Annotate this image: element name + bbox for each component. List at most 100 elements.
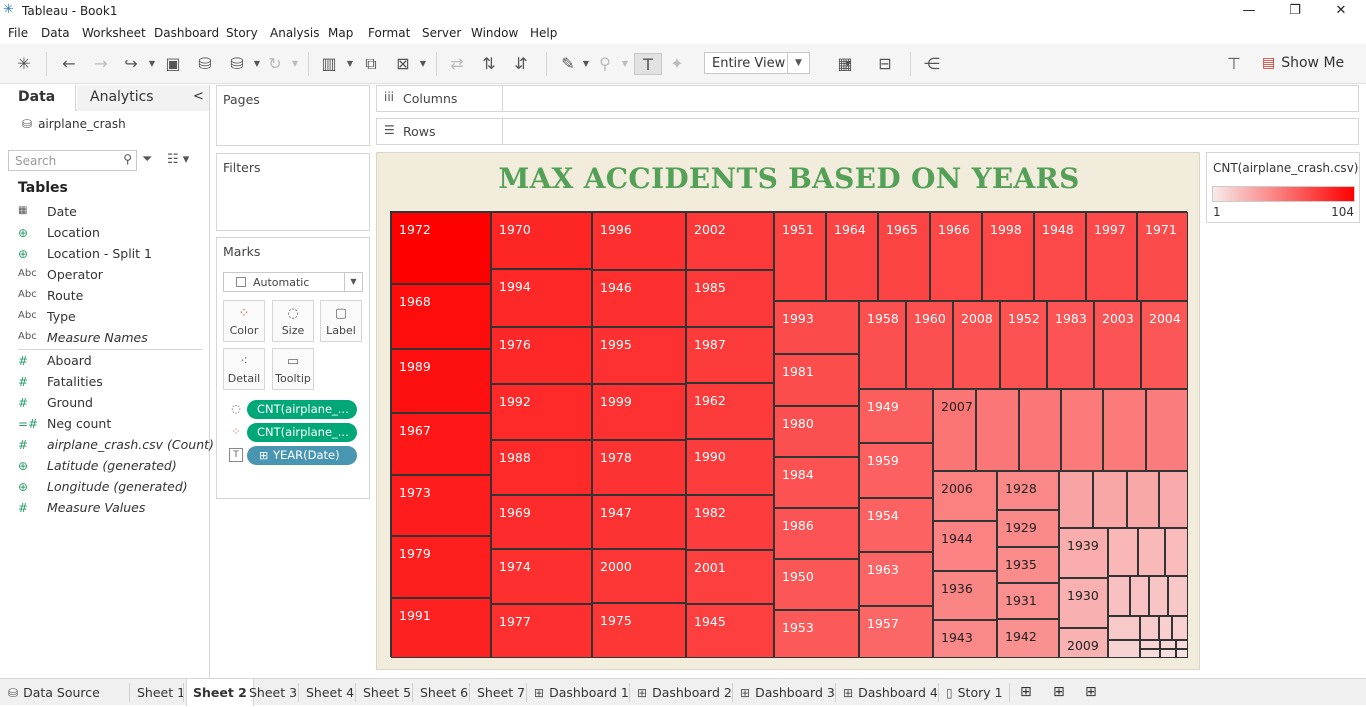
treemap-cell-1929[interactable]: 1929	[997, 510, 1059, 547]
treemap-cell-2009[interactable]: 2009	[1059, 628, 1108, 658]
treemap-cell-1984[interactable]: 1984	[774, 457, 859, 508]
tooltip-button[interactable]: ▭ Tooltip	[272, 348, 314, 390]
new-worksheet-tab-icon[interactable]: ⊞	[1020, 684, 1032, 700]
treemap-cell[interactable]	[1093, 471, 1127, 528]
treemap-cell[interactable]	[1146, 389, 1188, 471]
treemap-cell[interactable]	[1176, 649, 1188, 658]
treemap-cell-1975[interactable]: 1975	[592, 603, 686, 658]
treemap-cell-1994[interactable]: 1994	[491, 269, 592, 327]
save-icon[interactable]: ▣	[165, 54, 181, 73]
mark-type-select[interactable]: Automatic ▼	[223, 272, 363, 292]
treemap-cell-1944[interactable]: 1944	[933, 521, 997, 571]
size-pill[interactable]: CNT(airplane_...	[247, 400, 357, 419]
menu-dashboard[interactable]: Dashboard	[154, 26, 220, 40]
treemap-cell[interactable]	[1140, 649, 1160, 658]
chevron-down-icon[interactable]: ▼	[844, 59, 852, 68]
redo-icon[interactable]: →	[94, 54, 108, 73]
treemap-cell[interactable]	[1108, 640, 1140, 658]
menu-data[interactable]: Data	[41, 26, 70, 40]
treemap-cell-1977[interactable]: 1977	[491, 604, 592, 658]
field-neg-count[interactable]: =# Neg count	[18, 416, 208, 436]
tab-sheet-4[interactable]: Sheet 4	[306, 685, 355, 700]
treemap-cell[interactable]	[1160, 640, 1176, 649]
treemap-cell-1946[interactable]: 1946	[592, 270, 686, 327]
field-fatalities[interactable]: # Fatalities	[18, 374, 208, 394]
treemap-cell-1992[interactable]: 1992	[491, 384, 592, 440]
treemap-cell[interactable]	[976, 389, 1019, 471]
treemap-cell[interactable]	[1165, 528, 1188, 576]
treemap-cell-2002[interactable]: 2002	[686, 212, 774, 270]
treemap-cell-1997[interactable]: 1997	[1086, 212, 1137, 301]
treemap-cell-2000[interactable]: 2000	[592, 549, 686, 603]
pause-updates-icon[interactable]: ⛁	[230, 54, 244, 73]
field-operator[interactable]: Abc Operator	[18, 267, 208, 287]
treemap-cell-2001[interactable]: 2001	[686, 550, 774, 604]
filters-card[interactable]: Filters	[216, 153, 370, 231]
chevron-down-icon[interactable]: ▼	[621, 59, 629, 68]
treemap-cell-1981[interactable]: 1981	[774, 354, 859, 406]
treemap-cell-1989[interactable]: 1989	[391, 349, 491, 413]
treemap-cell-1962[interactable]: 1962	[686, 383, 774, 439]
treemap-cell[interactable]	[1138, 528, 1165, 576]
treemap-cell[interactable]	[1160, 649, 1176, 658]
search-input[interactable]: Search ⚲	[8, 150, 137, 171]
fix-axes-icon[interactable]: ✦	[670, 54, 684, 73]
treemap-cell-1996[interactable]: 1996	[592, 212, 686, 270]
filter-icon[interactable]: ⏷	[142, 152, 153, 167]
color-legend[interactable]: CNT(airplane_crash.csv) 1 104	[1206, 152, 1360, 223]
treemap-cell[interactable]	[1103, 389, 1146, 471]
new-dashboard-tab-icon[interactable]: ⊞	[1053, 684, 1065, 700]
treemap-cell-2008[interactable]: 2008	[953, 301, 1000, 389]
sort-descending-icon[interactable]: ⇵	[514, 54, 528, 73]
treemap-cell-1986[interactable]: 1986	[774, 508, 859, 559]
treemap-cell[interactable]	[1108, 576, 1130, 616]
tab-dashboard-4[interactable]: ⊞ Dashboard 4	[843, 679, 938, 706]
treemap-cell-1964[interactable]: 1964	[826, 212, 878, 301]
new-datasource-icon[interactable]: ⛁	[198, 54, 212, 73]
treemap-cell-1966[interactable]: 1966	[930, 212, 982, 301]
treemap-cell-1947[interactable]: 1947	[592, 495, 686, 549]
treemap-cell-1967[interactable]: 1967	[391, 413, 491, 475]
chevron-down-icon[interactable]: ▼	[787, 53, 809, 73]
treemap-cell-1931[interactable]: 1931	[997, 583, 1059, 619]
field-location[interactable]: ⊕ Location	[18, 225, 208, 245]
treemap-cell-1950[interactable]: 1950	[774, 559, 859, 610]
treemap-cell-1965[interactable]: 1965	[878, 212, 930, 301]
tab-data[interactable]: Data	[18, 89, 56, 105]
field-ground[interactable]: # Ground	[18, 395, 208, 415]
tab-sheet-3[interactable]: Sheet 3	[249, 685, 298, 700]
field-date[interactable]: ▦ Date	[18, 204, 208, 224]
treemap-cell-1939[interactable]: 1939	[1059, 528, 1108, 578]
treemap-cell-1942[interactable]: 1942	[997, 619, 1059, 658]
treemap-cell-1974[interactable]: 1974	[491, 549, 592, 604]
label-button[interactable]: ▢ Label	[320, 300, 362, 342]
treemap-cell[interactable]	[1108, 528, 1138, 576]
treemap-cell-1949[interactable]: 1949	[859, 389, 933, 443]
treemap-cell[interactable]	[1061, 389, 1103, 471]
treemap-cell-1930[interactable]: 1930	[1059, 578, 1108, 628]
treemap-cell[interactable]	[1127, 471, 1159, 528]
treemap-cell-1968[interactable]: 1968	[391, 284, 491, 349]
tab-story-1[interactable]: ▯ Story 1	[946, 679, 1003, 706]
datasource-item[interactable]: ⛁ airplane_crash	[22, 117, 126, 131]
show-me-button[interactable]: ▤ Show Me	[1262, 55, 1344, 71]
treemap-cell-1963[interactable]: 1963	[859, 552, 933, 606]
highlight-icon[interactable]: ✎	[561, 54, 575, 73]
menu-file[interactable]: File	[8, 26, 29, 40]
treemap-cell-1954[interactable]: 1954	[859, 498, 933, 552]
treemap-cell[interactable]	[1149, 576, 1168, 616]
field-aboard[interactable]: # Aboard	[18, 353, 208, 373]
treemap-cell-1952[interactable]: 1952	[1000, 301, 1047, 389]
treemap-cell-1959[interactable]: 1959	[859, 443, 933, 498]
treemap-cell-1993[interactable]: 1993	[774, 301, 859, 354]
treemap-cell-1987[interactable]: 1987	[686, 327, 774, 383]
treemap-cell-1958[interactable]: 1958	[859, 301, 906, 389]
undo-icon[interactable]: ←	[62, 54, 76, 73]
menu-format[interactable]: Format	[368, 26, 411, 40]
tableau-home-icon[interactable]: ✳	[17, 54, 31, 73]
field-route[interactable]: Abc Route	[18, 288, 208, 308]
treemap-cell-1990[interactable]: 1990	[686, 439, 774, 495]
tab-dashboard-3[interactable]: ⊞ Dashboard 3	[740, 679, 835, 706]
treemap-cell-1951[interactable]: 1951	[774, 212, 826, 301]
expand-icon[interactable]: ⊞	[259, 449, 269, 462]
